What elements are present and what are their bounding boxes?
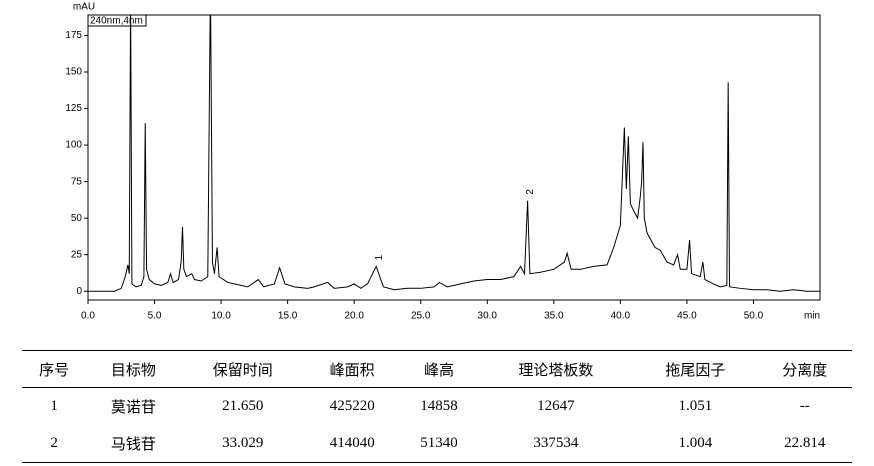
x-tick-label: 20.0 (344, 311, 364, 322)
x-tick-label: 15.0 (278, 311, 298, 322)
x-tick-label: 10.0 (211, 311, 231, 322)
y-tick-label: 125 (65, 103, 82, 114)
x-tick-label: 5.0 (148, 311, 162, 322)
table-row: 1 莫诺苷 21.650 425220 14858 12647 1.051 -- (22, 388, 852, 426)
trace (88, 15, 820, 292)
table-cell: 337534 (478, 425, 634, 463)
header-cell: 分离度 (757, 350, 852, 388)
y-tick-label: 100 (65, 140, 82, 151)
plot-frame (87, 14, 821, 301)
table-cell: 1 (50, 398, 58, 414)
y-tick-label: 0 (76, 286, 82, 297)
table-cell: 1.051 (678, 398, 713, 414)
table-cell: 莫诺苷 (110, 400, 156, 416)
header-cell: 峰面积 (305, 350, 400, 388)
x-tick-label: 40.0 (611, 311, 631, 322)
header-cell: 理论塔板数 (478, 350, 634, 388)
table-cell: 425220 (329, 398, 375, 414)
y-tick-label: 150 (65, 67, 82, 78)
x-tick-label: 30.0 (478, 311, 498, 322)
x-tick-label: 35.0 (544, 311, 564, 322)
x-tick-label: 50.0 (744, 311, 764, 322)
y-axis-label: mAU (73, 2, 95, 13)
table-cell: 12647 (537, 398, 575, 414)
table-cell: 21.650 (222, 398, 264, 414)
peak-label: 2 (525, 189, 536, 195)
peak-label: 1 (374, 254, 385, 260)
y-tick-label: 75 (71, 176, 83, 187)
header-cell: 峰高 (399, 350, 479, 388)
y-tick-label: 50 (71, 213, 83, 224)
y-tick-label: 25 (71, 249, 83, 260)
table-cell: -- (799, 398, 810, 414)
y-tick-label: 175 (65, 30, 82, 41)
detector-box (87, 14, 147, 27)
header-cell: 序号 (22, 350, 87, 388)
table-row: 2 马钱苷 33.029 414040 51340 337534 1.004 22.814 (22, 425, 852, 463)
table-cell: 14858 (420, 398, 458, 414)
x-tick-label: 0.0 (81, 311, 95, 322)
results-table: 序号 目标物 保留时间 峰面积 峰高 理论塔板数 拖尾因子 分离度 1 莫诺苷 21.650 425… (22, 350, 852, 463)
x-tick-label: 25.0 (411, 311, 431, 322)
table-cell: 1.004 (633, 425, 758, 463)
table-cell: 22.814 (757, 425, 852, 463)
table-cell: 414040 (305, 425, 400, 463)
x-tick-label: 45.0 (677, 311, 697, 322)
chart: mAU min 240nm,4nm 0 25 50 75 100 125 150 175 0.0… (65, 2, 821, 322)
table-cell: 33.029 (180, 425, 306, 463)
table-cell: 2 (22, 425, 87, 463)
header-cell: 保留时间 (180, 350, 306, 388)
x-axis-label: min (804, 311, 820, 322)
header-cell: 目标物 (86, 350, 181, 388)
table-cell: 51340 (399, 425, 479, 463)
table-cell: 马钱苷 (86, 425, 181, 463)
detector-label: 240nm,4nm (90, 16, 143, 27)
header-cell: 拖尾因子 (633, 350, 758, 388)
